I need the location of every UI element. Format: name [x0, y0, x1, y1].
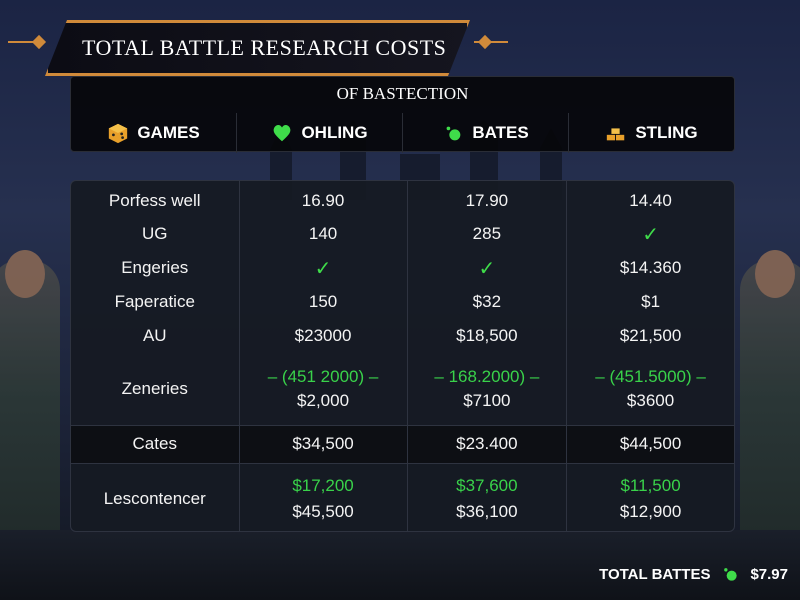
cell-value: $1	[641, 292, 661, 311]
gem-icon	[446, 126, 461, 141]
column-label: GAMES	[137, 123, 200, 142]
cell-value: 16.90	[239, 181, 408, 217]
cell-value: 150	[239, 285, 408, 319]
table-row: Lescontencer $17,200 $45,500 $37,600 $36,1…	[71, 462, 734, 531]
gem-icon	[724, 568, 738, 581]
page-title: TOTAL BATTLE RESEARCH COSTS	[82, 35, 447, 60]
research-cost-table: Porfess well 16.90 17.90 14.40 UG 140 28…	[70, 180, 735, 532]
row-label: Porfess well	[71, 181, 240, 217]
check-icon: ✓	[239, 251, 408, 285]
cell-value: $23000	[239, 319, 408, 353]
row-label: UG	[71, 217, 240, 251]
sub-value: $45,500	[292, 502, 354, 522]
range-value: – (451 2000) –	[267, 366, 379, 386]
column-bates[interactable]: BATES	[403, 113, 569, 153]
cell-value: 14.40	[629, 191, 672, 210]
cell-value: $32	[407, 285, 568, 319]
sub-value: $7100	[463, 390, 511, 410]
column-ohling[interactable]: OHLING	[237, 113, 403, 153]
range-value: – 168.2000) –	[434, 366, 540, 386]
sub-value: $36,100	[456, 502, 518, 522]
table-row: Porfess well 16.90 17.90 14.40	[71, 181, 734, 217]
cell-value: $11,500 $12,900	[566, 462, 734, 531]
cell-value: $37,600 $36,100	[407, 462, 568, 531]
row-label: Lescontencer	[71, 462, 240, 531]
sub-value: $2,000	[297, 390, 350, 410]
check-icon: ✓	[642, 223, 659, 246]
row-label: Engeries	[71, 251, 240, 285]
cell-value: $21,500	[619, 326, 682, 345]
column-label: OHLING	[301, 123, 368, 142]
cell-value: – (451 2000) – $2,000	[239, 353, 408, 425]
cell-value: – 168.2000) – $7100	[407, 353, 568, 425]
cell-value: 140	[239, 217, 408, 251]
gold-bars-icon	[607, 128, 625, 141]
cell-value: $23.400	[407, 424, 568, 463]
panel-subtitle: OF BASTECTION	[336, 84, 469, 103]
row-label: Faperatice	[71, 285, 240, 319]
cell-value: $44,500	[566, 424, 734, 463]
highlight-value: $11,500	[620, 476, 681, 496]
column-games[interactable]: GAMES	[71, 113, 237, 153]
cell-value: $14.360	[619, 258, 682, 277]
cell-value: – (451.5000) – $3600	[567, 353, 734, 425]
title-banner: TOTAL BATTLE RESEARCH COSTS	[45, 20, 470, 76]
range-value: – (451.5000) –	[595, 366, 706, 386]
column-stling[interactable]: STLING	[569, 113, 734, 153]
row-label: Zeneries	[71, 353, 240, 425]
row-label: AU	[71, 319, 240, 353]
sub-value: $3600	[626, 390, 675, 410]
total-value: $7.97	[750, 565, 788, 583]
total-label: TOTAL BATTES	[599, 565, 711, 583]
table-row: UG 140 285 ✓	[71, 217, 734, 251]
cell-value: $34,500	[239, 424, 408, 463]
highlight-value: $17,200	[292, 476, 354, 496]
highlight-value: $37,600	[456, 476, 518, 496]
column-label: STLING	[635, 123, 698, 142]
sub-value: $12,900	[619, 502, 682, 522]
table-row: Engeries ✓ ✓ $14.360	[71, 251, 734, 285]
heart-icon	[274, 125, 291, 142]
cell-value: $17,200 $45,500	[239, 462, 408, 531]
title-ornament-left	[8, 41, 42, 43]
cell-value: $18,500	[407, 319, 568, 353]
table-row: AU $23000 $18,500 $21,500	[71, 319, 734, 353]
table-row: Cates $34,500 $23.400 $44,500	[71, 424, 734, 463]
table-row: Zeneries – (451 2000) – $2,000 – 168.2000…	[71, 353, 734, 425]
dice-icon	[109, 123, 128, 144]
total-summary: TOTAL BATTES $7.97	[599, 564, 788, 584]
check-icon: ✓	[407, 251, 568, 285]
cell-value: 17.90	[407, 181, 568, 217]
row-label: Cates	[71, 424, 240, 463]
cell-value: 285	[407, 217, 568, 251]
column-header-panel: OF BASTECTION GAMES OHLING BATES	[70, 76, 735, 153]
column-label: BATES	[472, 123, 529, 142]
ground	[0, 530, 800, 600]
table-row: Faperatice 150 $32 $1	[71, 285, 734, 319]
